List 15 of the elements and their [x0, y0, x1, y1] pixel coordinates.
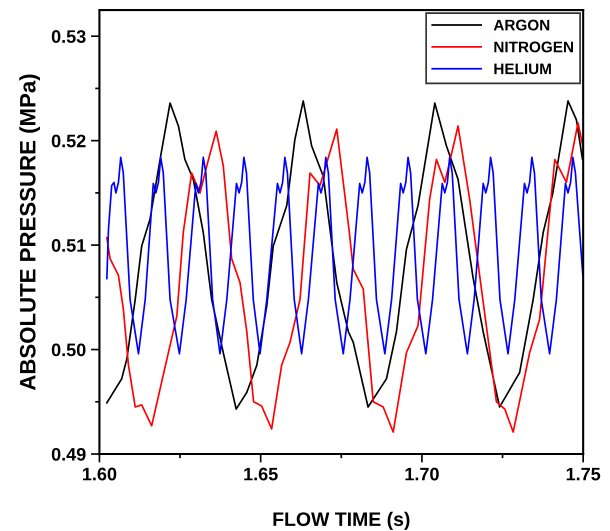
line-series [106, 156, 584, 355]
y-tick-label: 0.52 [52, 134, 86, 148]
legend-label: HELIUM [494, 64, 551, 74]
x-tick-label: 1.70 [405, 468, 439, 480]
y-tick-label: 0.53 [52, 30, 86, 43]
legend-label: NITROGEN [494, 42, 573, 52]
y-tick-label: 0.51 [52, 239, 86, 252]
x-tick-label: 1.60 [83, 468, 116, 480]
y-axis-title: ABSOLUTE PRESSURE (MPa) [19, 74, 40, 390]
x-tick-label: 1.75 [566, 468, 600, 480]
legend-label: ARGON [494, 20, 550, 30]
x-axis-title: FLOW TIME (s) [273, 512, 410, 530]
x-tick-label: 1.65 [244, 468, 278, 480]
y-tick-label: 0.49 [52, 448, 86, 461]
y-tick-label: 0.50 [52, 343, 86, 356]
